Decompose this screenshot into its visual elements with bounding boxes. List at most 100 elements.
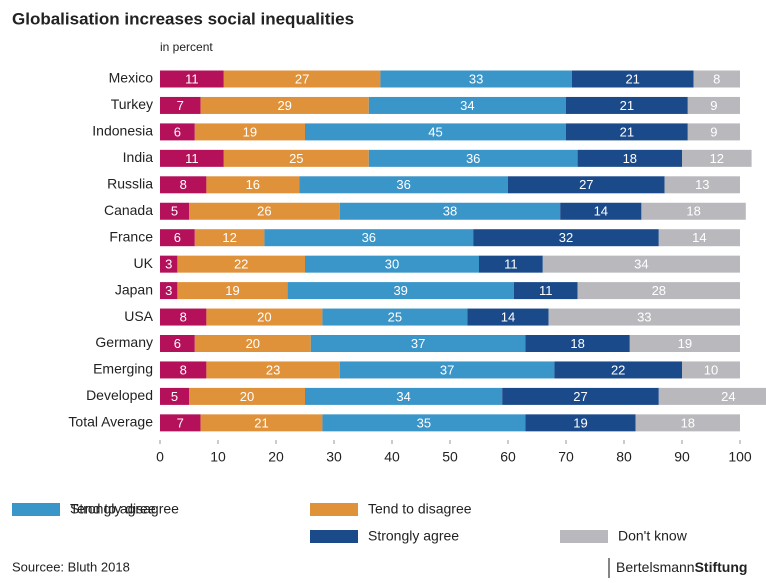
bar-segment bbox=[658, 229, 740, 247]
brand: BertelsmannStiftung bbox=[616, 559, 747, 575]
bar-segment bbox=[380, 70, 572, 88]
bar-segment bbox=[160, 308, 207, 326]
bar-segment bbox=[664, 176, 740, 194]
bar-segment bbox=[200, 96, 369, 114]
bar-segment bbox=[525, 414, 636, 432]
x-tick-label: 80 bbox=[616, 449, 632, 465]
data-label: 27 bbox=[579, 177, 593, 192]
bar-segment bbox=[189, 202, 340, 220]
data-label: 7 bbox=[177, 98, 184, 113]
data-label: 18 bbox=[686, 204, 700, 219]
y-tick-label: Emerging bbox=[93, 361, 153, 377]
y-tick-label: Turkey bbox=[111, 96, 153, 112]
y-tick-label: France bbox=[109, 228, 153, 244]
bar-segment bbox=[542, 255, 740, 273]
bar-segment bbox=[206, 361, 340, 379]
data-label: 38 bbox=[443, 204, 457, 219]
bar-segment bbox=[223, 70, 381, 88]
bar-segment bbox=[189, 387, 305, 405]
data-label: 20 bbox=[246, 336, 260, 351]
data-label: 36 bbox=[362, 230, 376, 245]
data-label: 45 bbox=[428, 124, 442, 139]
data-label: 3 bbox=[165, 257, 172, 272]
data-label: 6 bbox=[174, 124, 181, 139]
data-label: 8 bbox=[180, 177, 187, 192]
bar-segment bbox=[566, 123, 688, 141]
bar-segment bbox=[305, 255, 479, 273]
bar-segment bbox=[160, 176, 207, 194]
data-label: 6 bbox=[174, 230, 181, 245]
data-label: 25 bbox=[289, 151, 303, 166]
source: Sourcee: Bluth 2018 bbox=[12, 559, 130, 574]
data-label: 5 bbox=[171, 389, 178, 404]
y-tick-label: Germany bbox=[95, 334, 153, 350]
data-label: 21 bbox=[625, 71, 639, 86]
legend-swatch bbox=[12, 503, 60, 516]
data-label: 12 bbox=[710, 151, 724, 166]
bar-segment bbox=[513, 282, 578, 300]
bar-segment bbox=[566, 96, 688, 114]
data-label: 30 bbox=[385, 257, 399, 272]
data-label: 26 bbox=[257, 204, 271, 219]
x-tick-label: 40 bbox=[384, 449, 400, 465]
y-tick-label: UK bbox=[134, 255, 154, 271]
data-label: 33 bbox=[469, 71, 483, 86]
data-label: 9 bbox=[710, 98, 717, 113]
data-label: 39 bbox=[393, 283, 407, 298]
bar-segment bbox=[160, 361, 207, 379]
data-label: 20 bbox=[257, 309, 271, 324]
data-label: 5 bbox=[171, 204, 178, 219]
data-label: 37 bbox=[411, 336, 425, 351]
data-label: 20 bbox=[240, 389, 254, 404]
data-label: 11 bbox=[539, 283, 553, 298]
data-label: 19 bbox=[678, 336, 692, 351]
legend-label: Tend to agree bbox=[70, 501, 156, 517]
data-label: 8 bbox=[713, 71, 720, 86]
bar-segment bbox=[160, 70, 224, 88]
bar-segment bbox=[682, 149, 752, 167]
bar-segment bbox=[473, 229, 659, 247]
bar-segment bbox=[467, 308, 549, 326]
data-label: 24 bbox=[721, 389, 735, 404]
data-label: 3 bbox=[165, 283, 172, 298]
bar-segment bbox=[687, 123, 740, 141]
data-label: 13 bbox=[695, 177, 709, 192]
bar-segment bbox=[548, 308, 740, 326]
data-label: 21 bbox=[254, 415, 268, 430]
bar-segment bbox=[160, 387, 189, 405]
bar-segment bbox=[206, 308, 323, 326]
bar-segment bbox=[305, 123, 566, 141]
data-label: 34 bbox=[634, 257, 648, 272]
data-label: 35 bbox=[417, 415, 431, 430]
bar-segment bbox=[322, 308, 468, 326]
data-label: 18 bbox=[681, 415, 695, 430]
bar-segment bbox=[299, 176, 508, 194]
bar-segment bbox=[339, 361, 555, 379]
data-label: 19 bbox=[243, 124, 257, 139]
legend-swatch bbox=[310, 530, 358, 543]
bar-segment bbox=[194, 335, 311, 352]
legend-label: Strongly disagree bbox=[70, 501, 179, 517]
bar-segment bbox=[160, 335, 195, 352]
data-label: 11 bbox=[185, 151, 199, 166]
data-label: 11 bbox=[185, 71, 199, 86]
bar-segment bbox=[577, 149, 682, 167]
data-label: 10 bbox=[704, 362, 718, 377]
data-label: 22 bbox=[234, 257, 248, 272]
data-label: 25 bbox=[388, 309, 402, 324]
bar-segment bbox=[554, 361, 682, 379]
data-label: 33 bbox=[637, 309, 651, 324]
bar-segment bbox=[194, 123, 305, 141]
bar-segment bbox=[160, 123, 195, 141]
bar-segment bbox=[368, 96, 566, 114]
x-tick-label: 90 bbox=[674, 449, 690, 465]
bar-segment bbox=[479, 255, 543, 273]
bar-segment bbox=[682, 361, 740, 379]
bar-segment bbox=[264, 229, 474, 247]
data-label: 19 bbox=[573, 415, 587, 430]
y-tick-label: Developed bbox=[86, 387, 153, 403]
legend-swatch bbox=[310, 503, 358, 516]
data-label: 19 bbox=[225, 283, 239, 298]
bar-segment bbox=[322, 414, 526, 432]
